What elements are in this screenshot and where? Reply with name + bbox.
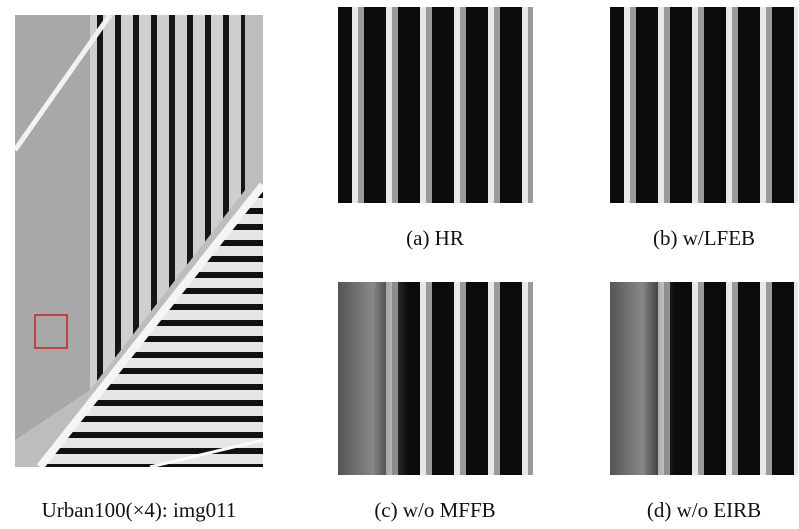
patch-lfeb <box>610 7 798 203</box>
patch-mffb <box>338 282 533 475</box>
main-image <box>15 15 263 467</box>
patch-hr <box>338 7 533 203</box>
patch-eirb <box>610 282 798 475</box>
panel-caption: (c) w/o MFFB <box>374 498 495 522</box>
main-caption: Urban100(×4): img011 <box>42 498 237 522</box>
panel-caption: (d) w/o EIRB <box>647 498 761 522</box>
figure: Urban100(×4): img011 (a) HR (b) w/LFEB (… <box>0 0 799 529</box>
panel-caption: (a) HR <box>406 226 464 250</box>
panel-caption: (b) w/LFEB <box>653 226 755 250</box>
